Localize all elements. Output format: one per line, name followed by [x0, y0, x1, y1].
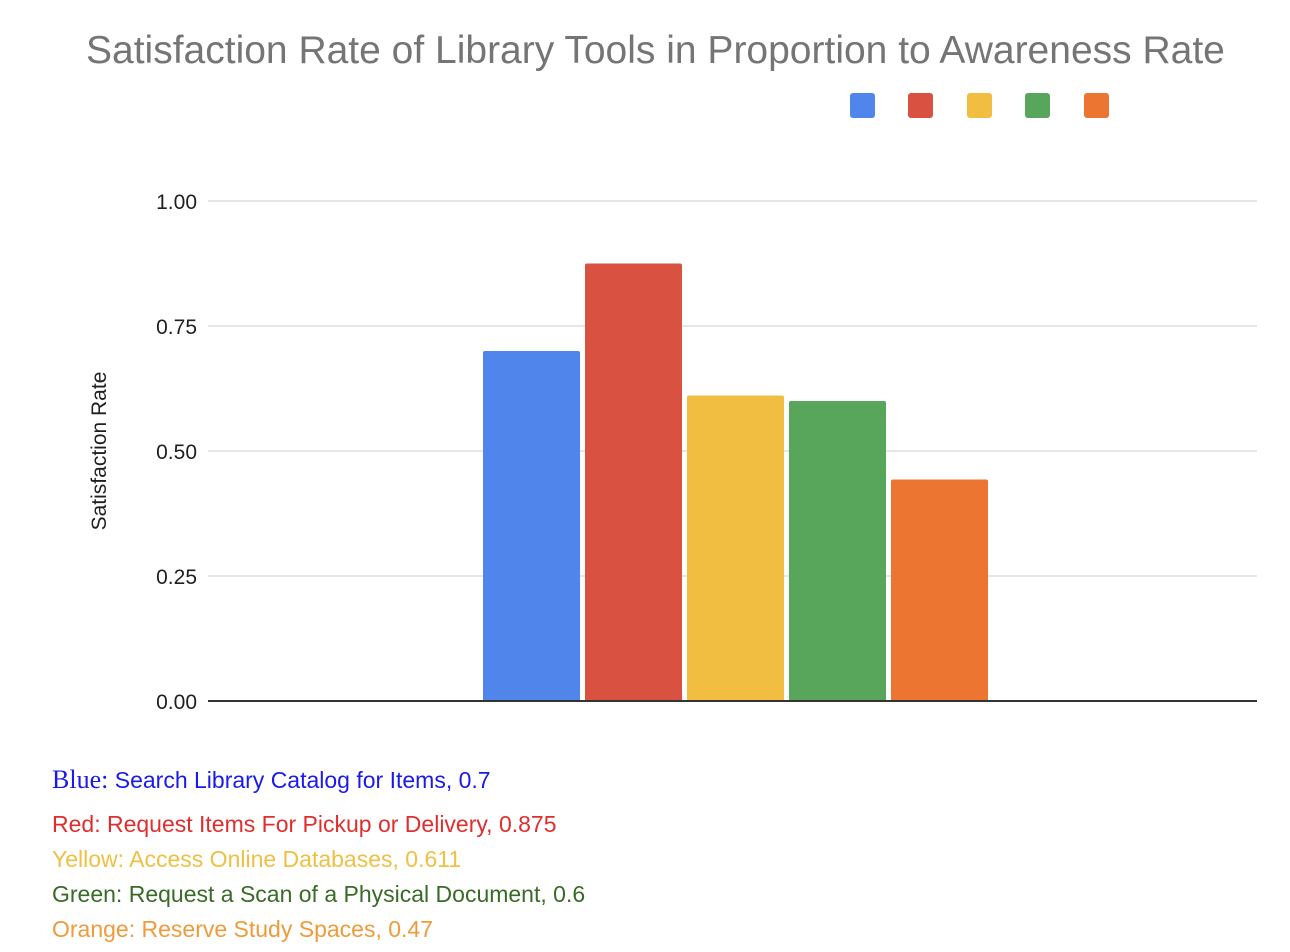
y-tick-label: 1.00 — [156, 191, 197, 214]
note-red: Red: Request Items For Pickup or Deliver… — [52, 811, 557, 837]
legend-swatch-blue — [850, 93, 875, 118]
bar-chart: 0.00 0.25 0.50 0.75 1.00 Satisfaction Rate — [88, 191, 1257, 714]
note-yellow: Yellow: Access Online Databases, 0.611 — [52, 846, 462, 872]
note-blue: Blue: Search Library Catalog for Items, … — [52, 766, 491, 794]
legend-swatch-green — [1025, 93, 1050, 118]
note-blue-text: Search Library Catalog for Items, 0.7 — [108, 767, 491, 793]
note-orange: Orange: Reserve Study Spaces, 0.47 — [52, 916, 433, 942]
legend-swatch-yellow — [967, 93, 992, 118]
y-axis-label: Satisfaction Rate — [88, 372, 111, 531]
bar — [891, 479, 988, 701]
legend-swatch-orange — [1084, 93, 1109, 118]
y-tick-label: 0.00 — [156, 691, 197, 714]
bar — [789, 401, 886, 701]
bar — [483, 351, 580, 701]
y-tick-label: 0.50 — [156, 441, 197, 464]
legend-swatch-red — [908, 93, 933, 118]
y-axis-ticks: 0.00 0.25 0.50 0.75 1.00 — [156, 191, 197, 714]
bars — [483, 263, 988, 701]
bar — [585, 263, 682, 701]
note-green: Green: Request a Scan of a Physical Docu… — [52, 881, 586, 907]
note-blue-prefix: Blue: — [52, 765, 109, 794]
chart-title: Satisfaction Rate of Library Tools in Pr… — [86, 29, 1225, 72]
y-tick-label: 0.25 — [156, 566, 197, 589]
y-tick-label: 0.75 — [156, 316, 197, 339]
bar — [687, 395, 784, 701]
